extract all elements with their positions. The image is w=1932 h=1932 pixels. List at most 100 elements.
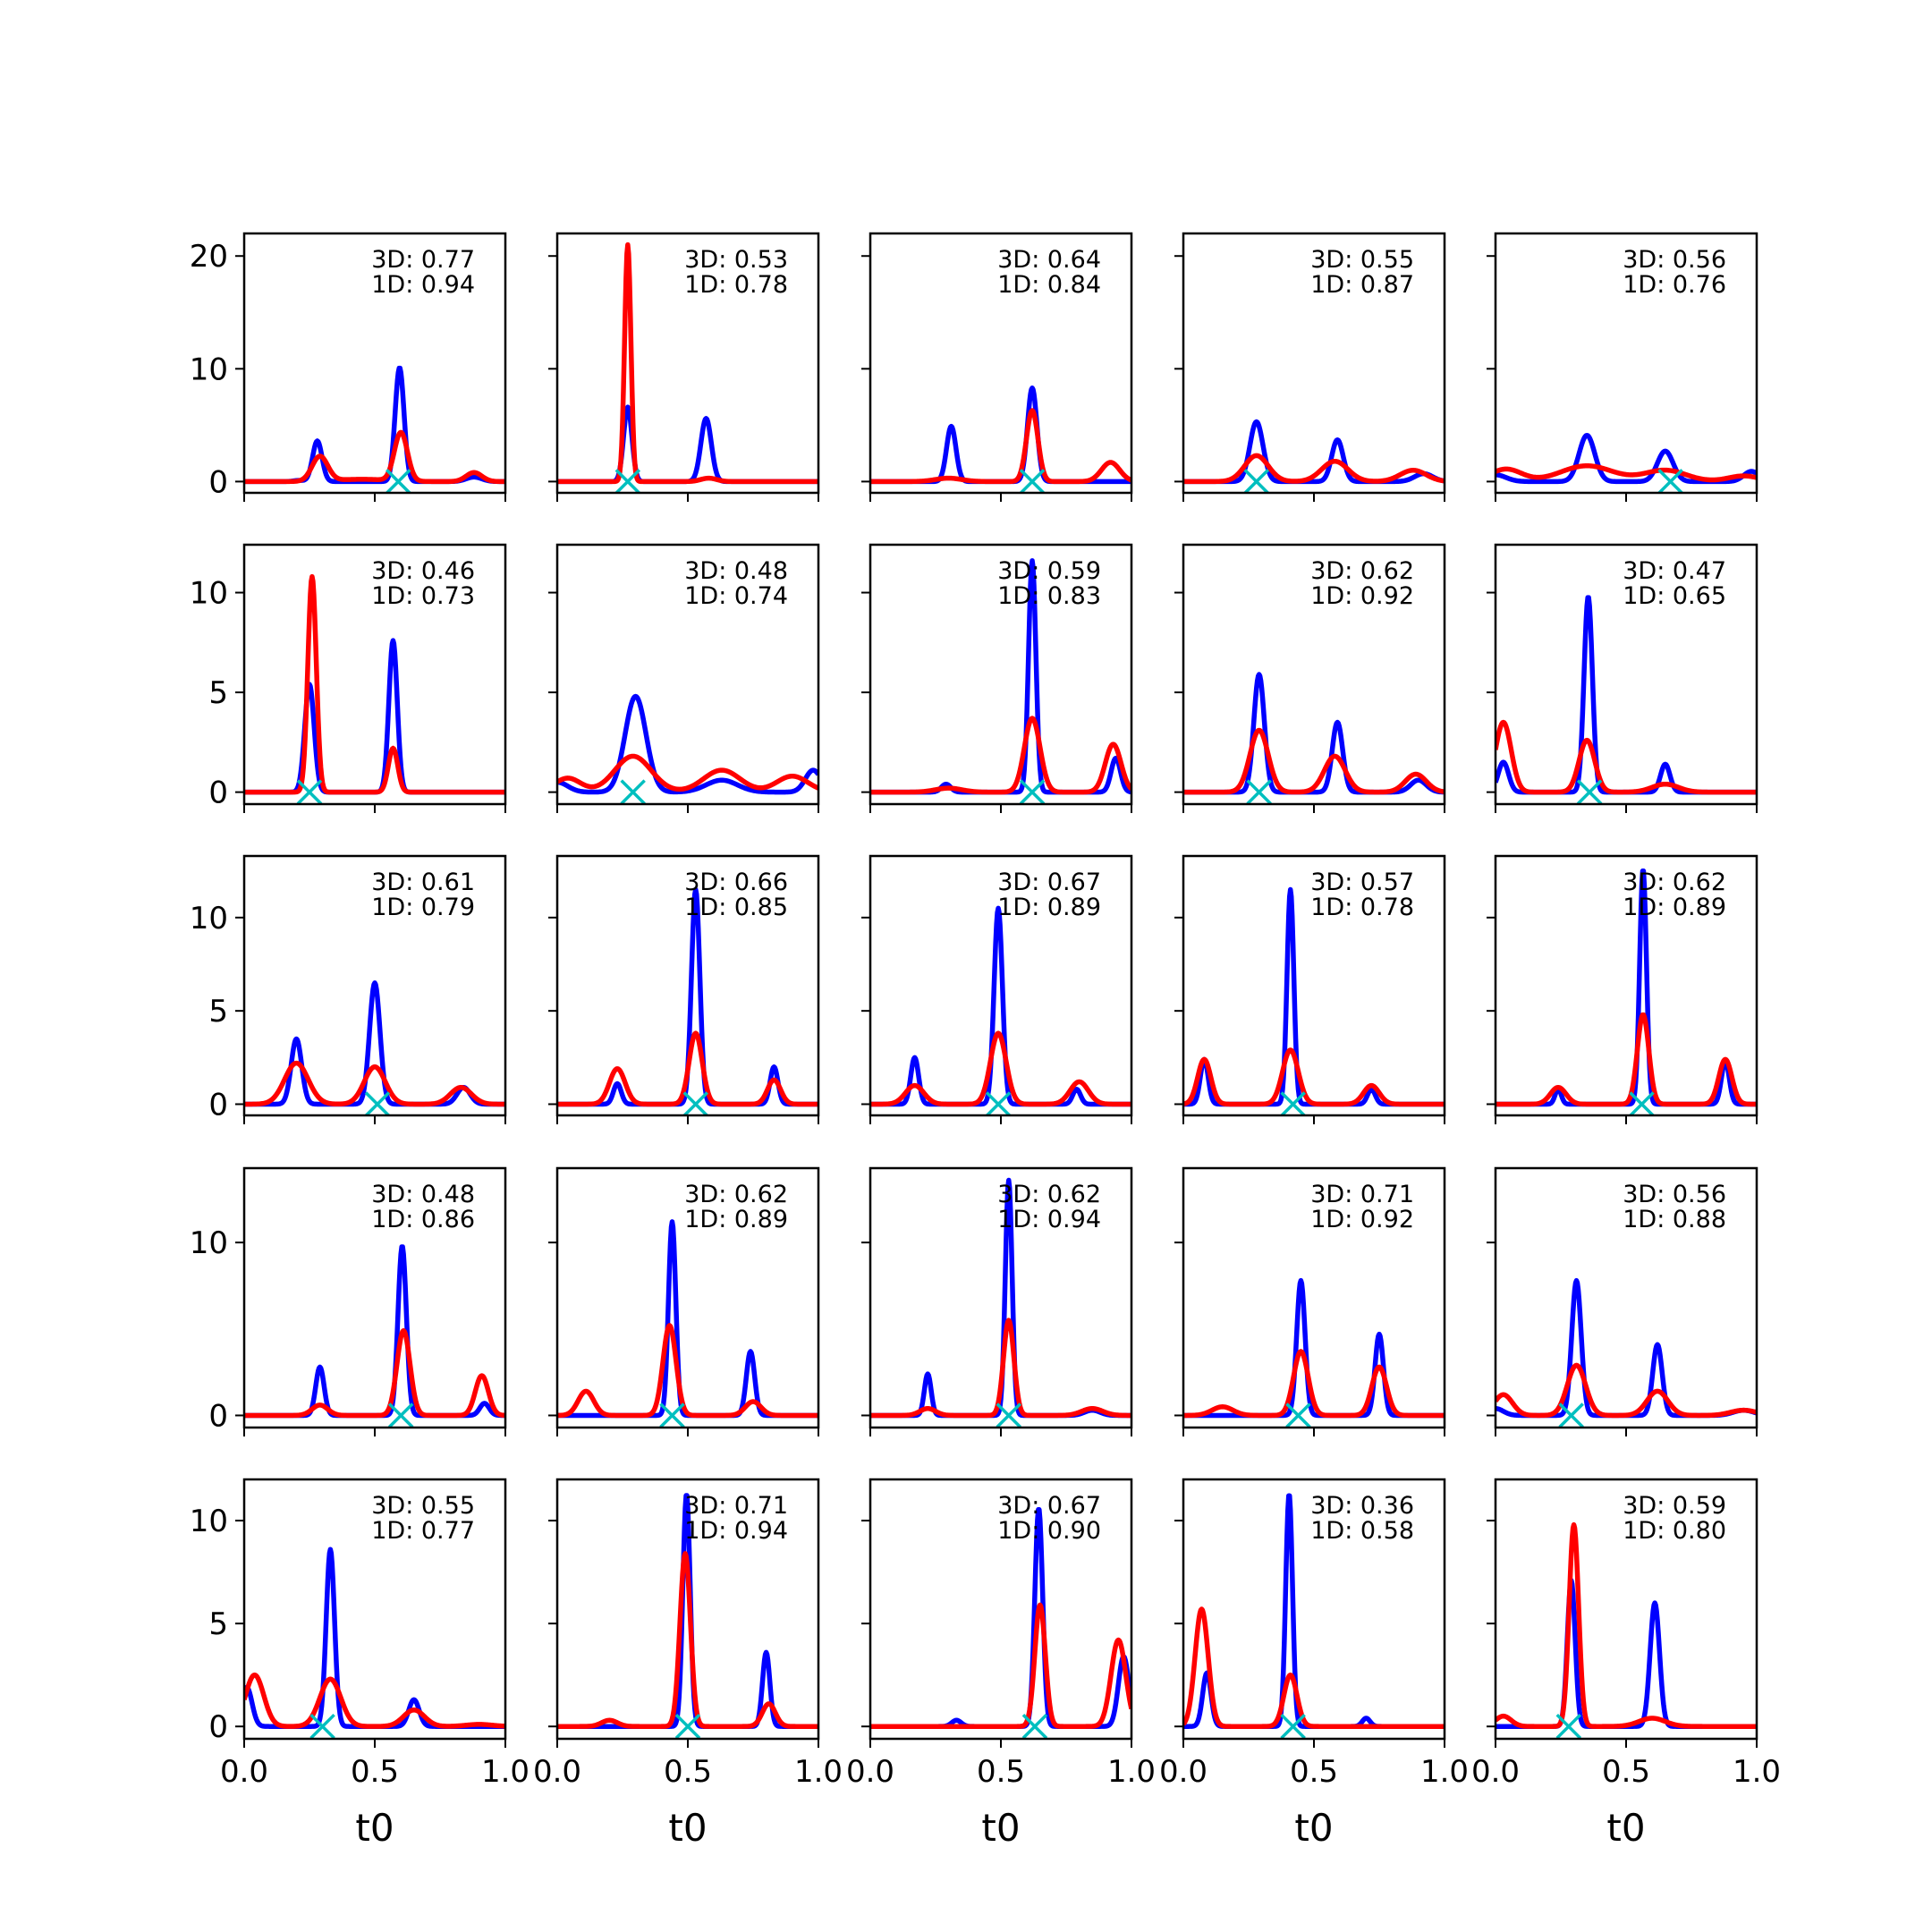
y-tick-label: 10 xyxy=(190,1225,228,1261)
annotation-3d: 3D: 0.59 xyxy=(1623,1492,1726,1520)
marker-x xyxy=(996,1402,1021,1428)
red-series-line xyxy=(1496,1362,1757,1419)
annotation-1d: 1D: 0.83 xyxy=(997,582,1101,610)
y-tick-label: 0 xyxy=(208,464,228,500)
blue-series-line xyxy=(244,638,505,795)
y-tick-label: 5 xyxy=(208,675,228,711)
marker-x xyxy=(387,1402,414,1428)
red-series-line xyxy=(1183,1047,1445,1107)
y-tick-label: 10 xyxy=(190,576,228,612)
marker-x xyxy=(296,779,323,804)
red-series-line xyxy=(244,1060,505,1107)
x-tick-label: 1.0 xyxy=(1420,1754,1469,1790)
annotation-3d: 3D: 0.47 xyxy=(1623,557,1726,585)
red-series-line xyxy=(870,408,1131,485)
blue-series-line xyxy=(244,1244,505,1419)
plot-area xyxy=(870,1177,1131,1428)
marker-x xyxy=(309,1713,335,1739)
plot-area xyxy=(870,385,1131,493)
y-tick-label: 0 xyxy=(208,1709,228,1745)
annotation-3d: 3D: 0.59 xyxy=(997,557,1101,585)
annotation-1d: 1D: 0.89 xyxy=(684,1206,788,1233)
annotation-3d: 3D: 0.67 xyxy=(997,869,1101,896)
red-series-line xyxy=(244,1327,505,1419)
blue-series-line xyxy=(244,365,505,485)
marker-x xyxy=(1285,1402,1311,1428)
plot-area xyxy=(1496,1521,1757,1739)
annotation-3d: 3D: 0.53 xyxy=(684,246,788,274)
y-tick-label: 10 xyxy=(190,901,228,936)
plot-area xyxy=(870,558,1131,804)
annotation-1d: 1D: 0.85 xyxy=(684,894,788,921)
plot-area xyxy=(244,1546,505,1739)
marker-x xyxy=(1657,469,1683,493)
blue-series-line xyxy=(1496,595,1757,795)
annotation-1d: 1D: 0.65 xyxy=(1623,582,1726,610)
blue-series-line xyxy=(1183,672,1445,795)
marker-x xyxy=(659,1402,685,1428)
marker-x xyxy=(1558,1402,1584,1428)
plot-area xyxy=(244,573,505,804)
annotation-1d: 1D: 0.84 xyxy=(997,271,1101,299)
red-series-line xyxy=(1496,1521,1757,1729)
x-tick-label: 0.5 xyxy=(1602,1754,1650,1790)
red-series-line xyxy=(244,573,505,795)
annotation-3d: 3D: 0.57 xyxy=(1310,869,1414,896)
annotation-1d: 1D: 0.89 xyxy=(1623,894,1726,921)
annotation-3d: 3D: 0.71 xyxy=(684,1492,788,1520)
red-series-line xyxy=(1496,719,1757,795)
red-series-line xyxy=(244,1672,505,1729)
plot-area xyxy=(557,242,818,493)
y-tick-label: 0 xyxy=(208,1398,228,1434)
red-series-line xyxy=(557,242,818,485)
x-axis-label: t0 xyxy=(355,1806,394,1850)
marker-x xyxy=(674,1713,701,1739)
x-tick-label: 0.0 xyxy=(846,1754,894,1790)
annotation-3d: 3D: 0.46 xyxy=(371,557,475,585)
blue-series-line xyxy=(557,1219,818,1419)
blue-series-line xyxy=(1496,1578,1757,1729)
annotation-3d: 3D: 0.55 xyxy=(1310,246,1414,274)
plot-area xyxy=(244,1244,505,1428)
plot-area xyxy=(557,886,818,1115)
annotation-1d: 1D: 0.94 xyxy=(997,1206,1101,1233)
annotation-1d: 1D: 0.74 xyxy=(684,582,788,610)
red-series-line xyxy=(870,1030,1131,1107)
plot-area xyxy=(1183,1493,1445,1739)
x-tick-label: 0.5 xyxy=(351,1754,399,1790)
annotation-3d: 3D: 0.66 xyxy=(684,869,788,896)
marker-x xyxy=(985,1091,1012,1115)
red-series-line xyxy=(557,1323,818,1419)
marker-x xyxy=(1280,1091,1306,1115)
x-tick-label: 0.5 xyxy=(664,1754,712,1790)
plot-area xyxy=(1183,1277,1445,1428)
x-tick-label: 1.0 xyxy=(1733,1754,1781,1790)
x-tick-label: 0.0 xyxy=(533,1754,581,1790)
blue-series-line xyxy=(557,404,818,485)
annotation-1d: 1D: 0.76 xyxy=(1623,271,1726,299)
y-tick-label: 10 xyxy=(190,1504,228,1539)
x-tick-label: 0.0 xyxy=(1471,1754,1520,1790)
blue-series-line xyxy=(870,905,1131,1107)
annotation-3d: 3D: 0.71 xyxy=(1310,1181,1414,1208)
red-series-line xyxy=(1496,462,1757,483)
annotation-1d: 1D: 0.86 xyxy=(371,1206,475,1233)
annotation-1d: 1D: 0.78 xyxy=(684,271,788,299)
annotation-1d: 1D: 0.94 xyxy=(371,271,475,299)
plot-area xyxy=(557,693,818,804)
marker-x xyxy=(364,1091,391,1115)
plot-area xyxy=(1496,432,1757,493)
blue-series-line xyxy=(557,1493,818,1729)
